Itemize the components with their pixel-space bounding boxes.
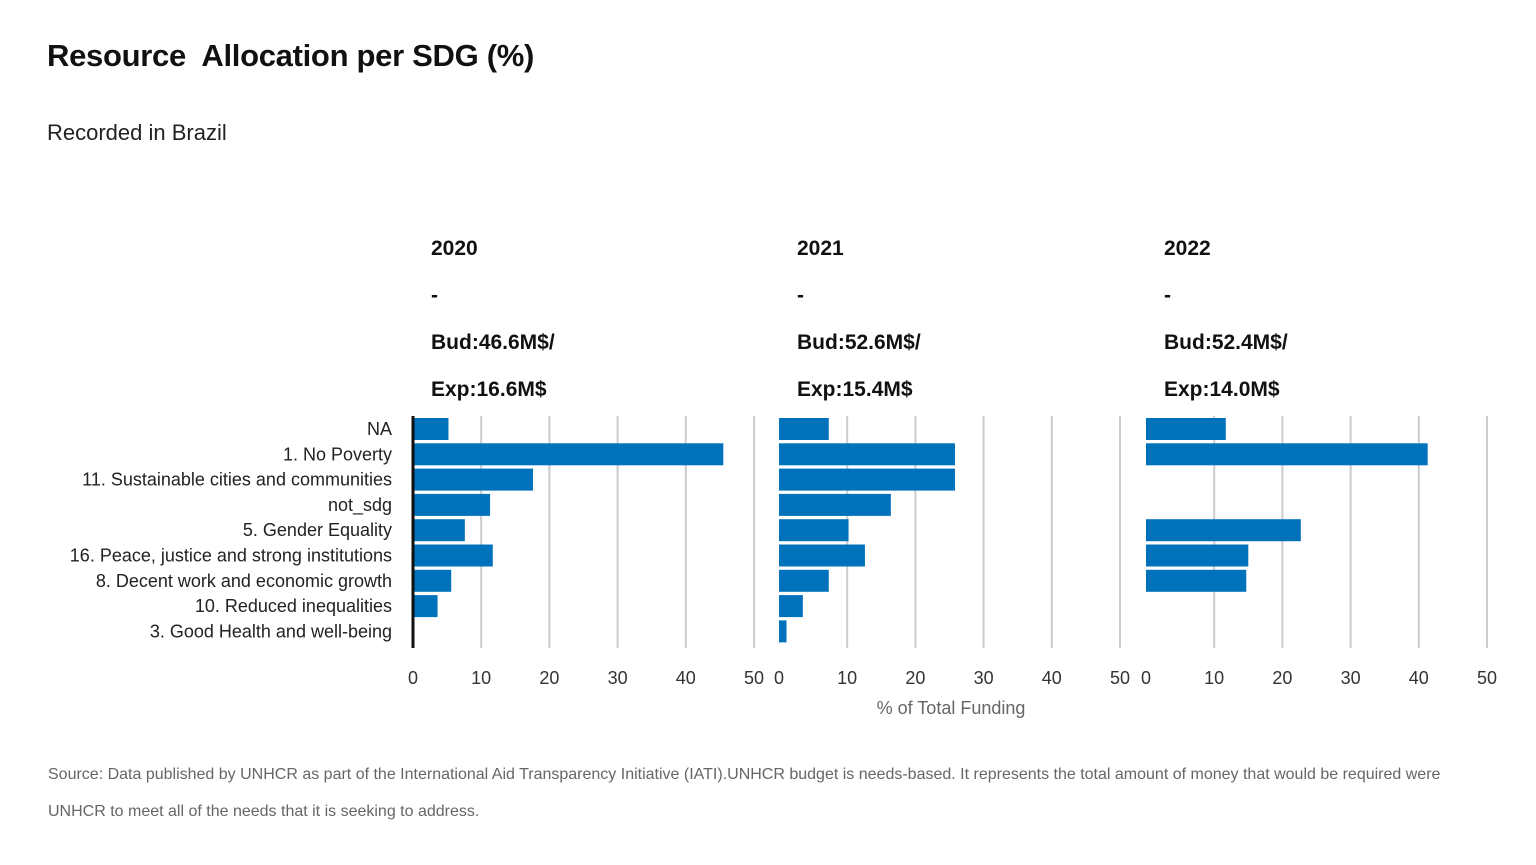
category-label: 16. Peace, justice and strong institutio…: [70, 546, 392, 566]
x-tick-label: 0: [774, 668, 784, 688]
category-label: not_sdg: [328, 495, 392, 516]
category-label: 3. Good Health and well-being: [150, 621, 392, 641]
panel-budget-label: Bud:52.6M$/: [797, 331, 921, 354]
panel-expenditure-label: Exp:16.6M$: [431, 378, 547, 401]
panel-year-label: 2022: [1164, 237, 1211, 260]
x-tick-label: 30: [608, 668, 628, 688]
bar: [779, 544, 865, 567]
x-tick-label: 0: [1141, 668, 1151, 688]
category-label: 1. No Poverty: [283, 444, 392, 464]
x-tick-label: 10: [837, 668, 857, 688]
panel-expenditure-label: Exp:14.0M$: [1164, 378, 1280, 401]
bar: [1146, 418, 1226, 440]
x-tick-label: 10: [471, 668, 491, 688]
bar: [413, 493, 491, 516]
x-tick-label: 50: [744, 668, 764, 688]
bar: [413, 544, 493, 567]
x-tick-label: 10: [1204, 668, 1224, 688]
bar: [413, 443, 724, 466]
bar: [779, 595, 803, 618]
bar: [1146, 544, 1249, 567]
category-label: 11. Sustainable cities and communities: [82, 470, 392, 490]
x-tick-label: 50: [1110, 668, 1130, 688]
x-tick-label: 30: [974, 668, 994, 688]
category-label: NA: [367, 419, 392, 439]
category-label: 10. Reduced inequalities: [195, 596, 392, 616]
bar: [779, 569, 829, 592]
x-tick-label: 20: [905, 668, 925, 688]
panel-year-label: 2021: [797, 237, 844, 260]
bar: [1146, 443, 1428, 466]
category-label: 8. Decent work and economic growth: [96, 571, 392, 591]
x-tick-label: 40: [676, 668, 696, 688]
bar: [413, 468, 534, 491]
panel-budget-label: Bud:52.4M$/: [1164, 331, 1288, 354]
bar: [413, 595, 438, 618]
bar: [779, 418, 829, 440]
x-tick-label: 20: [1272, 668, 1292, 688]
x-tick-label: 40: [1409, 668, 1429, 688]
x-tick-label: 40: [1042, 668, 1062, 688]
bar: [1146, 519, 1301, 542]
source-note: Source: Data published by UNHCR as part …: [48, 766, 1441, 820]
bar: [413, 569, 452, 592]
panel-year-label: 2020: [431, 237, 478, 260]
panel-separator: -: [797, 284, 804, 307]
bar: [413, 418, 449, 440]
bar: [779, 443, 955, 466]
panel-expenditure-label: Exp:15.4M$: [797, 378, 913, 401]
x-tick-label: 0: [408, 668, 418, 688]
panel-separator: -: [1164, 284, 1171, 307]
x-tick-label: 50: [1477, 668, 1497, 688]
bar: [1146, 569, 1247, 592]
bar: [779, 468, 955, 491]
chart-title: Resource Allocation per SDG (%): [47, 38, 535, 73]
x-tick-label: 20: [539, 668, 559, 688]
x-axis-title: % of Total Funding: [877, 698, 1026, 718]
bar: [779, 620, 787, 643]
chart-subtitle: Recorded in Brazil: [47, 120, 227, 145]
bar: [779, 519, 849, 542]
bar: [779, 493, 891, 516]
panel-budget-label: Bud:46.6M$/: [431, 331, 555, 354]
panel-separator: -: [431, 284, 438, 307]
bar: [413, 519, 465, 542]
category-label: 5. Gender Equality: [243, 520, 392, 540]
x-tick-label: 30: [1341, 668, 1361, 688]
